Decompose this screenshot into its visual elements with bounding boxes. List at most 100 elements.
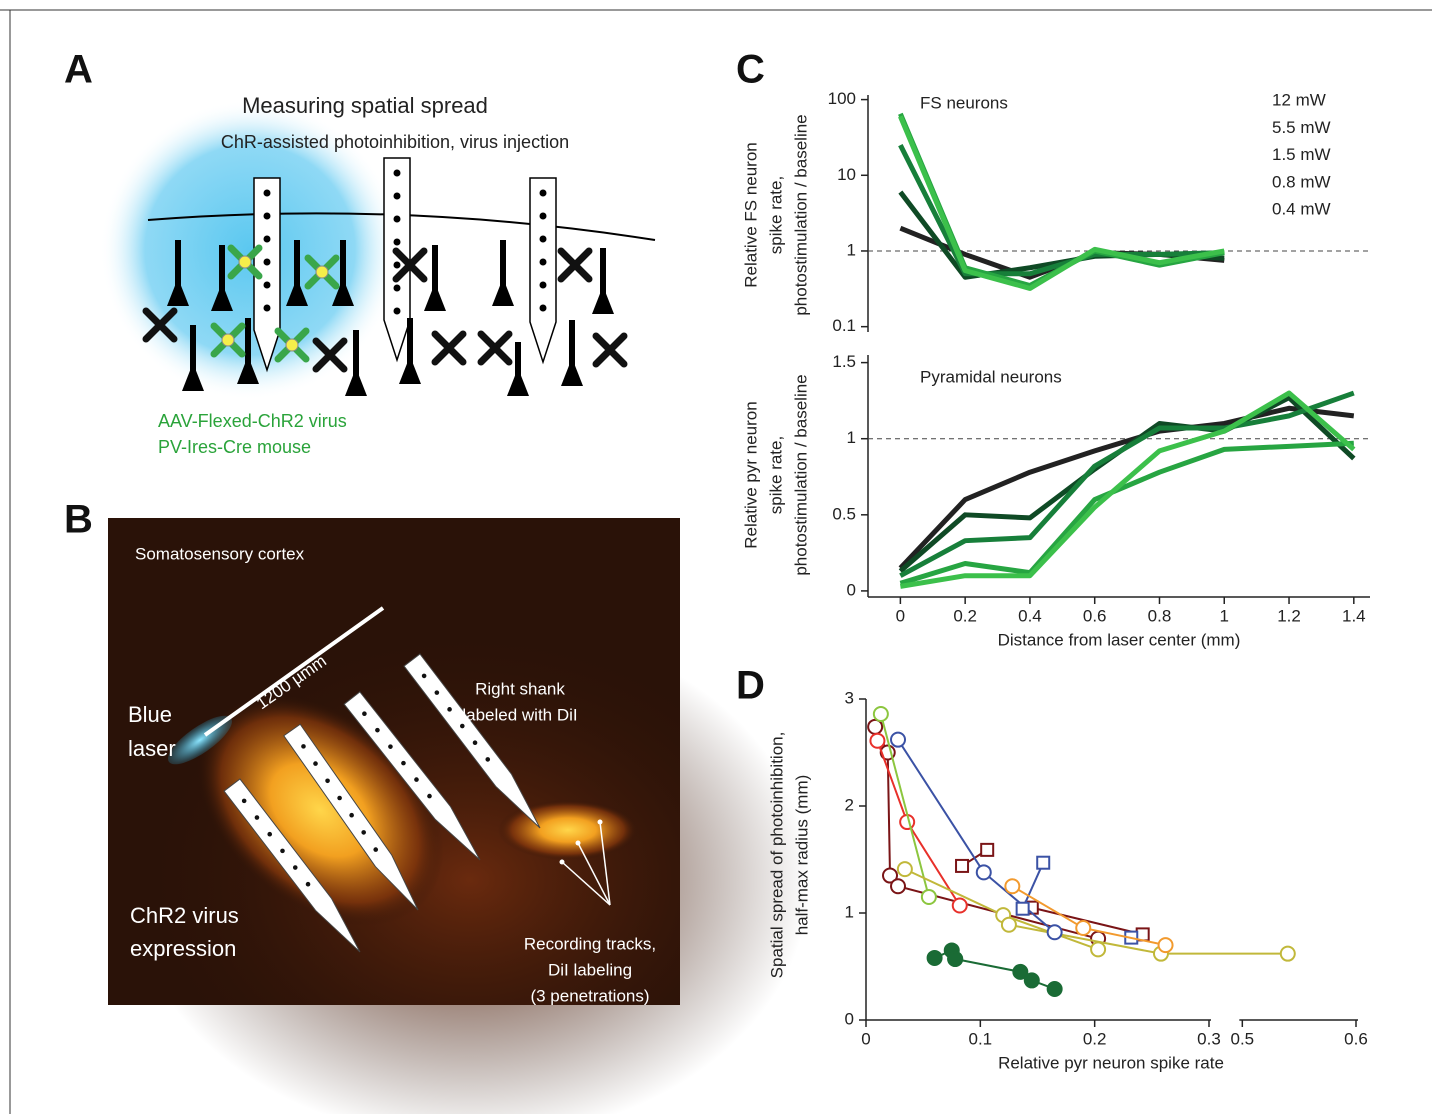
shank-site	[435, 690, 440, 695]
neuron-soma	[561, 358, 583, 386]
panel-label: A	[64, 48, 93, 92]
probe-site	[540, 236, 547, 243]
shank-site	[362, 711, 367, 716]
diagram-note: AAV-Flexed-ChR2 virus	[158, 411, 347, 431]
x-tick-label: 0.6	[1344, 1029, 1368, 1048]
shank-site	[242, 799, 247, 804]
y-axis-label: Relative pyr neuron	[741, 401, 760, 548]
shank-site	[447, 707, 452, 712]
point	[948, 952, 962, 966]
arrow-head	[560, 860, 565, 865]
point	[1048, 982, 1062, 996]
shank-site	[485, 757, 490, 762]
photo-annotation: Right shank	[475, 679, 565, 698]
x-tick-label: 0	[861, 1029, 870, 1048]
legend-entry: 0.8 mW	[1272, 172, 1331, 191]
neuron-soma	[492, 278, 514, 306]
shank-site	[401, 761, 406, 766]
point	[956, 860, 968, 872]
point	[891, 879, 905, 893]
panel-label: D	[736, 664, 765, 708]
photo-annotation: Recording tracks,	[524, 934, 656, 953]
y-tick-label: 2	[845, 795, 854, 814]
shank-site	[267, 832, 272, 837]
diagram-subtitle: ChR-assisted photoinhibition, virus inje…	[221, 132, 569, 152]
shank-site	[313, 761, 318, 766]
shank-site	[422, 674, 427, 679]
point	[1091, 942, 1105, 956]
probe-site	[264, 259, 271, 266]
x-tick-label: 0.3	[1197, 1029, 1221, 1048]
arrow-head	[576, 841, 581, 846]
probe-site	[394, 239, 401, 246]
probe	[530, 178, 556, 362]
x-tick-label: 0.5	[1230, 1029, 1254, 1048]
series-line	[900, 393, 1353, 586]
legend-entry: 1.5 mW	[1272, 145, 1331, 164]
panel-label: C	[736, 48, 765, 92]
annotation: FS neurons	[920, 93, 1008, 112]
photo-annotation: (3 penetrations)	[530, 986, 649, 1005]
probe-site	[540, 213, 547, 220]
x-tick-label: 0.8	[1148, 606, 1172, 625]
probe-site	[394, 285, 401, 292]
probe-site	[540, 305, 547, 312]
probe-site	[394, 262, 401, 269]
photo-annotation: DiI labeling	[548, 960, 632, 979]
interneuron	[481, 334, 509, 362]
y-axis-label: half-max radius (mm)	[792, 775, 811, 936]
interneuron	[596, 336, 624, 364]
y-tick-label: 1	[847, 428, 856, 447]
probe-site	[264, 190, 271, 197]
photo-annotation: ChR2 virus	[130, 903, 239, 928]
x-tick-label: 0.1	[969, 1029, 993, 1048]
point	[1017, 903, 1029, 915]
x-tick-label: 1.2	[1277, 606, 1301, 625]
probe-site	[264, 282, 271, 289]
track-glow	[498, 800, 638, 860]
diagram-note: PV-Ires-Cre mouse	[158, 437, 311, 457]
shank-site	[427, 794, 432, 799]
point	[981, 844, 993, 856]
photo-annotation: laser	[128, 736, 176, 761]
x-tick-label: 0.4	[1018, 606, 1042, 625]
photo-annotation: labeled with DiI	[462, 705, 577, 724]
point	[1025, 973, 1039, 987]
point	[922, 890, 936, 904]
neuron-soma	[399, 356, 421, 384]
point	[891, 733, 905, 747]
point	[1002, 918, 1016, 932]
shank-site	[255, 815, 260, 820]
y-tick-label: 10	[837, 165, 856, 184]
shank-site	[375, 728, 380, 733]
panel-label: B	[64, 498, 93, 542]
shank-site	[325, 778, 330, 783]
probe-site	[394, 216, 401, 223]
y-tick-label: 3	[845, 688, 854, 707]
chart: 0.1110100Relative FS neuronspike rate,ph…	[741, 89, 1370, 335]
legend-entry: 12 mW	[1272, 90, 1326, 109]
probe-site	[264, 305, 271, 312]
point	[928, 951, 942, 965]
point	[874, 707, 888, 721]
y-axis-label: spike rate,	[766, 176, 785, 254]
point	[1037, 857, 1049, 869]
y-tick-label: 1	[845, 902, 854, 921]
interneuron-label	[239, 256, 251, 268]
photo-annotation: Somatosensory cortex	[135, 544, 305, 563]
diagram-title: Measuring spatial spread	[242, 93, 488, 118]
figure: A B C D Measuring spatial spread ChR-ass…	[0, 0, 1432, 1114]
probe-site	[394, 170, 401, 177]
probe-site	[264, 213, 271, 220]
photo-annotation: Blue	[128, 702, 172, 727]
photo-annotation: expression	[130, 936, 236, 961]
x-tick-label: 1	[1220, 606, 1229, 625]
neuron-soma	[345, 368, 367, 396]
shank-site	[373, 847, 378, 852]
point	[977, 865, 991, 879]
y-tick-label: 0	[847, 580, 856, 599]
probe-site	[540, 190, 547, 197]
shank-site	[361, 830, 366, 835]
